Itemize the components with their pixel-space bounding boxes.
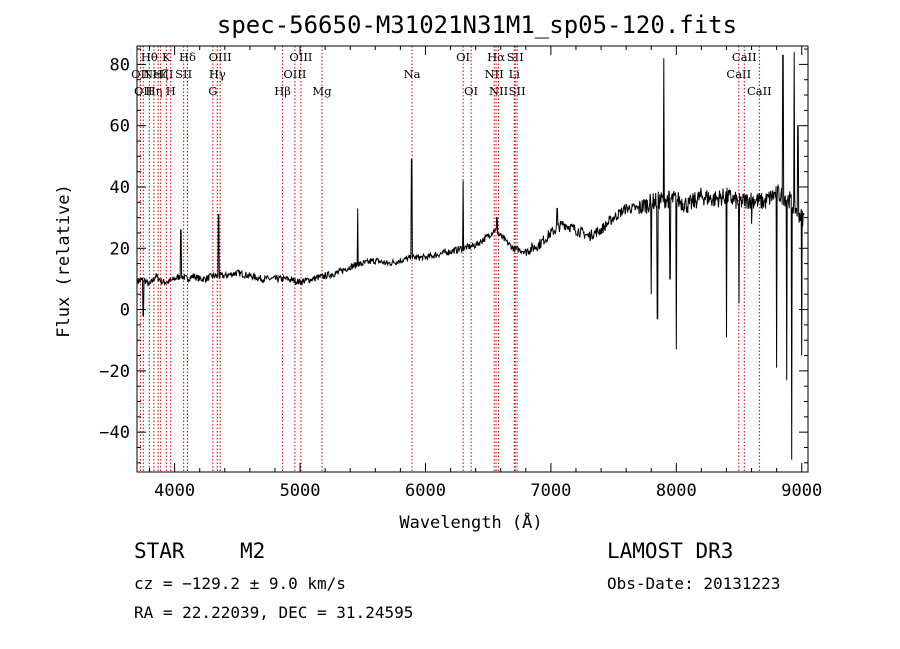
marker-label: G <box>208 84 217 98</box>
marker-label: Hδ <box>179 50 196 64</box>
x-tick-label: 6000 <box>405 481 446 501</box>
y-tick-label: 40 <box>110 178 130 198</box>
axes: 4000 5000 6000 7000 8000 9000 −40 −20 0 20 40 60 80 <box>99 45 822 501</box>
marker-label: OI <box>464 84 478 98</box>
marker-label: Mg <box>312 84 332 98</box>
marker-label: Na <box>404 67 421 81</box>
marker-label: CaII <box>732 50 757 64</box>
marker-label: NII <box>489 84 508 98</box>
x-axis-label: Wavelength (Å) <box>399 511 542 533</box>
spectrum-chart: spec-56650-M31021N31M1_sp05-120.fits OII… <box>54 11 822 533</box>
marker-label: Hβ <box>274 84 291 98</box>
marker-label: Hα <box>487 50 505 64</box>
observation-date: Obs-Date: 20131223 <box>607 574 781 593</box>
x-tick-label: 7000 <box>530 481 571 501</box>
marker-label: SII <box>509 84 526 98</box>
marker-label: CaII <box>747 84 772 98</box>
x-tick-label: 9000 <box>781 481 822 501</box>
object-class: STAR <box>134 539 185 563</box>
spectrum-series <box>136 52 805 460</box>
x-tick-label: 8000 <box>656 481 697 501</box>
marker-label: K <box>162 50 171 64</box>
y-tick-label: 80 <box>110 55 130 75</box>
marker-label: NeIII <box>143 67 174 81</box>
marker-label: Li <box>509 67 521 81</box>
plot-frame <box>136 45 809 473</box>
survey-name: LAMOST DR3 <box>607 539 734 563</box>
marker-label: OII <box>131 67 150 81</box>
marker-label: Hζ <box>153 67 169 81</box>
marker-label: SII <box>507 50 524 64</box>
marker-label: Hγ <box>209 67 226 81</box>
sky-coordinates: RA = 22.22039, DEC = 31.24595 <box>134 603 414 622</box>
marker-label: OIII <box>289 50 312 64</box>
y-tick-label: −20 <box>99 362 130 382</box>
marker-label: SII <box>175 67 192 81</box>
y-tick-label: 20 <box>110 239 130 259</box>
marker-label: OI <box>456 50 470 64</box>
chart-title: spec-56650-M31021N31M1_sp05-120.fits <box>217 11 737 39</box>
marker-label: H <box>166 84 176 98</box>
y-axis-label: Flux (relative) <box>54 184 74 338</box>
x-tick-label: 5000 <box>280 481 321 501</box>
marker-label: Hη <box>145 84 162 98</box>
spectrum-line <box>136 52 805 460</box>
redshift-value: cz = −129.2 ± 9.0 km/s <box>134 574 346 593</box>
y-tick-label: 0 <box>120 301 130 321</box>
marker-label: OIII <box>283 67 306 81</box>
object-subclass: M2 <box>240 539 266 563</box>
marker-label: OII <box>134 84 153 98</box>
marker-label: Hθ <box>141 50 158 64</box>
marker-label: OIII <box>209 50 232 64</box>
marker-label: CaII <box>726 67 751 81</box>
x-tick-label: 4000 <box>154 481 195 501</box>
y-tick-label: −40 <box>99 423 130 443</box>
y-tick-label: 60 <box>110 117 130 137</box>
marker-label: NII <box>485 67 504 81</box>
